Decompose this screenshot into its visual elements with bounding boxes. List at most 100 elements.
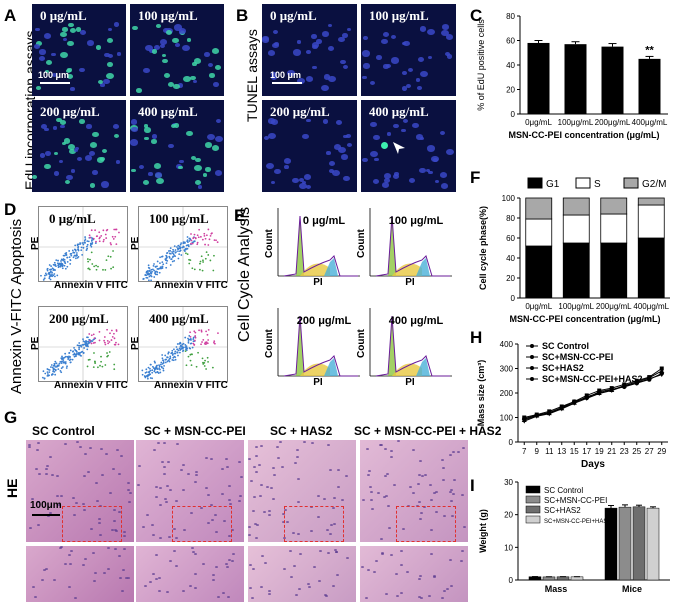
facs-ylabel: PE (130, 336, 141, 350)
cell-nucleus (293, 565, 297, 568)
facs-event (78, 348, 80, 351)
legend-label: SC+MSN-CC-PEI+HAS2 (544, 519, 611, 525)
cell-nucleus (164, 498, 168, 501)
facs-event (88, 333, 91, 335)
nucleus (211, 47, 220, 55)
facs-event (86, 343, 89, 346)
facs-event (83, 239, 86, 242)
facs-event (185, 252, 187, 255)
facs-event (58, 265, 60, 268)
nucleus (284, 164, 290, 169)
facs-event (94, 229, 96, 232)
cell-nucleus (31, 586, 35, 589)
legend-label: SC+HAS2 (542, 363, 584, 373)
nucleus (306, 118, 311, 123)
facs-event (145, 371, 148, 374)
cell-nucleus (56, 474, 60, 477)
nucleus (66, 175, 73, 181)
cell-nucleus (122, 531, 126, 534)
facs-event (203, 361, 206, 364)
cell-nucleus (423, 506, 427, 509)
cell-nucleus (283, 568, 287, 571)
cell-nucleus (194, 572, 198, 575)
cycle-xlabel: PI (405, 277, 415, 286)
cell-nucleus (136, 484, 140, 487)
nucleus (62, 27, 68, 32)
nucleus (326, 151, 331, 156)
facs-event (52, 263, 55, 266)
nucleus (418, 167, 426, 174)
cell-nucleus (253, 522, 257, 525)
cell-nucleus (259, 494, 263, 497)
y-tick-label: 400 (500, 340, 514, 349)
facs-event (107, 342, 110, 345)
nucleus (170, 124, 176, 129)
cell-nucleus (98, 533, 102, 536)
cell-nucleus (60, 546, 64, 549)
cell-nucleus (158, 590, 162, 593)
nucleus (62, 37, 67, 42)
facs-event (184, 336, 187, 339)
y-tick-label: 100 (500, 414, 514, 423)
facs-event (192, 338, 195, 340)
chart-f: G1 S G2/M 0 20 40 60 80 100 0μg/mL 100μg/mL 200μg/m… (478, 177, 670, 324)
legend-swatch (527, 177, 543, 189)
facs-event (206, 356, 209, 359)
nucleus (76, 156, 82, 161)
g2m-peak (324, 258, 338, 276)
cell-nucleus (389, 554, 393, 556)
cell-nucleus (112, 468, 116, 471)
facs-event (213, 340, 216, 343)
legend-label: SC Control (542, 341, 589, 351)
cell-nucleus (273, 474, 276, 477)
facs-event (151, 371, 154, 374)
nucleus (327, 23, 333, 28)
facs-event (186, 239, 189, 242)
cell-nucleus (97, 517, 101, 520)
facs-event (156, 265, 158, 268)
cell-nucleus (297, 587, 301, 590)
facs-event (80, 246, 83, 249)
nucleus (408, 178, 415, 184)
nucleus (116, 52, 122, 57)
he-section (136, 440, 244, 542)
nucleus (183, 75, 191, 82)
facs-event (189, 331, 192, 334)
facs-event (93, 265, 96, 268)
nucleus (362, 157, 368, 163)
nucleus (415, 78, 421, 82)
facs-event (81, 350, 84, 353)
cell-nucleus (81, 563, 85, 566)
nucleus (167, 143, 174, 149)
cycle-ylabel: Count (264, 229, 275, 258)
cell-nucleus (162, 473, 166, 476)
cell-nucleus (216, 596, 220, 599)
facs-event (150, 268, 153, 271)
cell-nucleus (263, 510, 267, 513)
nucleus (75, 27, 82, 32)
cell-nucleus (443, 590, 447, 593)
facs-event (192, 237, 195, 240)
facs-event (166, 251, 169, 254)
nucleus (320, 85, 329, 92)
cell-nucleus (248, 526, 252, 529)
data-point (659, 368, 665, 373)
facs-event (87, 345, 89, 348)
facs-event (176, 246, 178, 248)
nucleus (130, 119, 138, 125)
facs-event (60, 357, 63, 360)
facs-event (73, 254, 76, 257)
facs-event (153, 269, 155, 272)
facs-event (102, 240, 105, 243)
cell-nucleus (277, 456, 281, 459)
facs-event (156, 260, 159, 263)
facs-event (75, 252, 78, 254)
cell-nucleus (293, 462, 297, 465)
facs-event (113, 228, 116, 231)
facs-event (161, 265, 164, 268)
facs-event (182, 241, 185, 244)
nucleus (97, 80, 103, 85)
cell-nucleus (161, 460, 165, 463)
cell-nucleus (451, 450, 455, 453)
facs-event (79, 242, 81, 244)
